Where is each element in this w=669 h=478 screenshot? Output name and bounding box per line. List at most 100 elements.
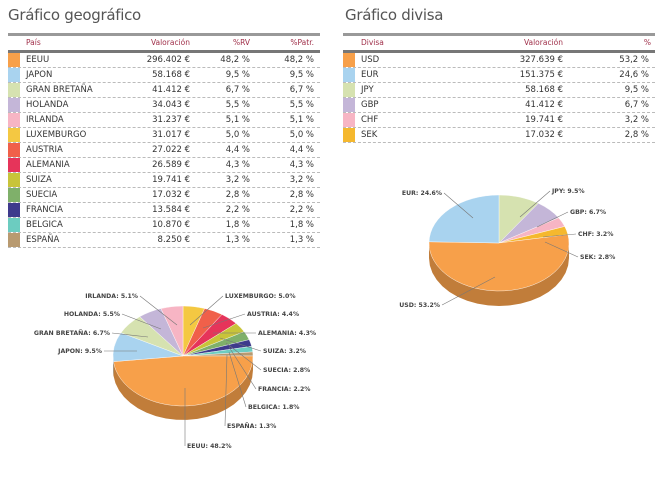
currency-name: GBP <box>361 100 379 110</box>
color-swatch <box>8 53 20 67</box>
table-row: SEK 17.032 € 2,8 % <box>343 128 655 143</box>
table-row: ESPAÑA 8.250 € 1,3 % 1,3 % <box>8 233 320 248</box>
color-swatch <box>8 83 20 97</box>
leader-line <box>219 337 262 352</box>
table-row: HOLANDA 34.043 € 5,5 % 5,5 % <box>8 98 320 113</box>
pct: 9,5 % <box>624 85 649 95</box>
pct: 24,6 % <box>619 70 649 80</box>
pct-patr: 6,7 % <box>289 85 314 95</box>
pie-slice-irlanda <box>160 305 184 357</box>
leader-line <box>189 295 224 326</box>
pct-patr: 2,2 % <box>289 205 314 215</box>
pie-label: GBP: 6.7% <box>570 209 606 216</box>
pie-label: ALEMANIA: 4.3% <box>258 330 316 337</box>
leader-line <box>202 313 246 329</box>
table-row: ALEMANIA 26.589 € 4,3 % 4,3 % <box>8 158 320 173</box>
pct-rv: 2,8 % <box>225 190 250 200</box>
pie-slice-eeuu <box>113 355 254 407</box>
valoracion: 31.017 € <box>152 130 190 140</box>
table-row: SUIZA 19.741 € 3,2 % 3,2 % <box>8 173 320 188</box>
header-valoracion: Valoración <box>150 38 190 47</box>
pie-slice-side <box>113 356 253 420</box>
country-name: SUECIA <box>26 190 58 200</box>
leader-line <box>544 241 579 258</box>
valoracion: 41.412 € <box>525 100 563 110</box>
pie-label: EUR: 24.6% <box>402 190 442 197</box>
currency-name: USD <box>361 55 380 65</box>
pct-patr: 5,5 % <box>289 100 314 110</box>
pie-label: GRAN BRETAÑA: 6.7% <box>34 328 110 337</box>
table-row: EUR 151.375 € 24,6 % <box>343 68 655 83</box>
pie-label: EEUU: 48.2% <box>187 443 232 450</box>
table-row: EEUU 296.402 € 48,2 % 48,2 % <box>8 53 320 68</box>
country-name: ESPAÑA <box>26 235 60 245</box>
pct-patr: 1,3 % <box>289 235 314 245</box>
country-name: FRANCIA <box>26 205 63 215</box>
valoracion: 8.250 € <box>157 235 190 245</box>
color-swatch <box>343 53 355 67</box>
color-swatch <box>8 233 20 247</box>
country-name: SUIZA <box>26 175 52 185</box>
pie-label: HOLANDA: 5.5% <box>64 311 120 318</box>
pct: 3,2 % <box>624 115 649 125</box>
valoracion: 31.237 € <box>152 115 190 125</box>
valoracion: 327.639 € <box>519 55 563 65</box>
pct: 2,8 % <box>624 130 649 140</box>
header-patr: %Patr. <box>290 38 314 47</box>
pct-patr: 4,4 % <box>289 145 314 155</box>
table-row: JPY 58.168 € 9,5 % <box>343 83 655 98</box>
leader-line <box>139 295 178 326</box>
color-swatch <box>8 188 20 202</box>
table-row: USD 327.639 € 53,2 % <box>343 53 655 68</box>
valoracion: 27.022 € <box>152 145 190 155</box>
country-name: GRAN BRETAÑA <box>26 85 93 95</box>
valoracion: 26.589 € <box>152 160 190 170</box>
header-pct: % <box>643 38 651 47</box>
pie-slice-side <box>429 243 569 306</box>
pie-label: FRANCIA: 2.2% <box>258 386 311 393</box>
table-row: LUXEMBURGO 31.017 € 5,0 % 5,0 % <box>8 128 320 143</box>
table-row: GBP 41.412 € 6,7 % <box>343 98 655 113</box>
pie-label: ESPAÑA: 1.3% <box>227 421 276 430</box>
color-swatch <box>8 158 20 172</box>
leader-line <box>542 233 577 238</box>
color-swatch <box>8 98 20 112</box>
pct-patr: 4,3 % <box>289 160 314 170</box>
pct-rv: 5,0 % <box>225 130 250 140</box>
color-swatch <box>343 83 355 97</box>
color-swatch <box>8 128 20 142</box>
pct-rv: 4,3 % <box>225 160 250 170</box>
leader-line <box>225 342 262 371</box>
leader-line <box>224 354 228 427</box>
pie-slice-eur <box>428 194 500 244</box>
div-title: Gráfico divisa <box>345 6 444 24</box>
valoracion: 58.168 € <box>152 70 190 80</box>
leader-line <box>228 346 257 390</box>
table-row: BELGICA 10.870 € 1,8 % 1,8 % <box>8 218 320 233</box>
pct-patr: 3,2 % <box>289 175 314 185</box>
color-swatch <box>8 218 20 232</box>
valoracion: 34.043 € <box>152 100 190 110</box>
valoracion: 41.412 € <box>152 85 190 95</box>
pct-patr: 2,8 % <box>289 190 314 200</box>
pct-rv: 3,2 % <box>225 175 250 185</box>
color-swatch <box>8 68 20 82</box>
color-swatch <box>343 68 355 82</box>
leader-line <box>443 192 474 219</box>
color-swatch <box>8 113 20 127</box>
valoracion: 19.741 € <box>525 115 563 125</box>
pie-label: JPY: 9.5% <box>551 188 585 195</box>
valoracion: 17.032 € <box>525 130 563 140</box>
pct: 6,7 % <box>624 100 649 110</box>
country-name: HOLANDA <box>26 100 69 110</box>
country-name: BELGICA <box>26 220 63 230</box>
div-table-header: Divisa Valoración % <box>343 36 655 53</box>
table-row: FRANCIA 13.584 € 2,2 % 2,2 % <box>8 203 320 218</box>
pie-label: USD: 53.2% <box>399 302 440 309</box>
pct-rv: 1,8 % <box>225 220 250 230</box>
geo-title: Gráfico geográfico <box>8 6 141 24</box>
table-row: JAPON 58.168 € 9,5 % 9,5 % <box>8 68 320 83</box>
valoracion: 19.741 € <box>152 175 190 185</box>
pie-label: BELGICA: 1.8% <box>248 404 300 411</box>
